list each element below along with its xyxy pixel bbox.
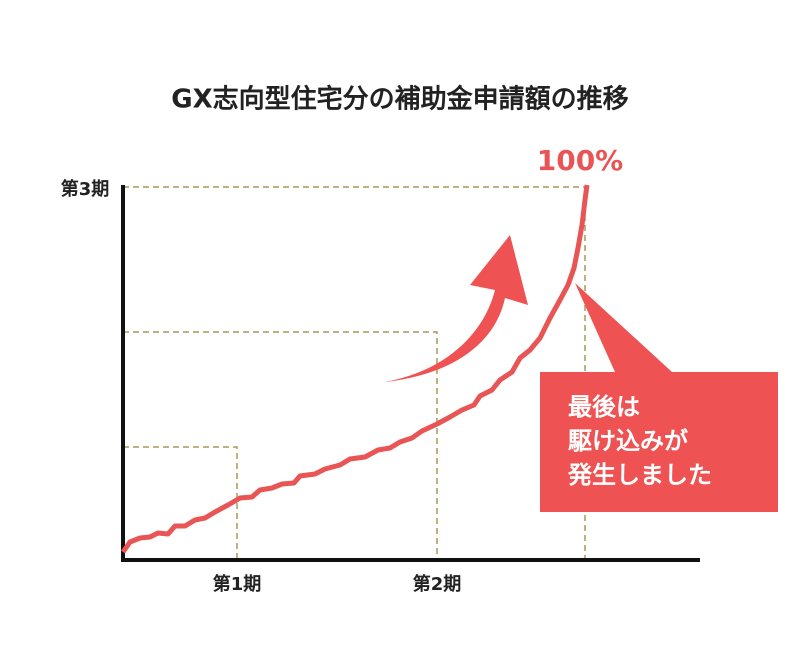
axes [121, 185, 700, 562]
callout-text: 駆け込みが [568, 427, 688, 455]
callout-pointer [575, 283, 672, 372]
end-label: 100% [537, 144, 624, 177]
guide-lines [123, 186, 586, 560]
x-label: 第1期 [213, 573, 262, 595]
callout-box [540, 372, 778, 512]
callout-text: 発生しました [567, 461, 712, 489]
y-label: 第3期 [61, 178, 110, 200]
growth-curve [120, 184, 590, 554]
guide-2 [123, 331, 438, 560]
up-arrow [385, 235, 528, 382]
callout-text: 最後は [568, 393, 640, 421]
title: GX志向型住宅分の補助金申請額の推移 [171, 84, 628, 115]
guide-1 [123, 446, 238, 560]
x-label: 第2期 [413, 573, 462, 595]
guide-3 [123, 186, 586, 560]
